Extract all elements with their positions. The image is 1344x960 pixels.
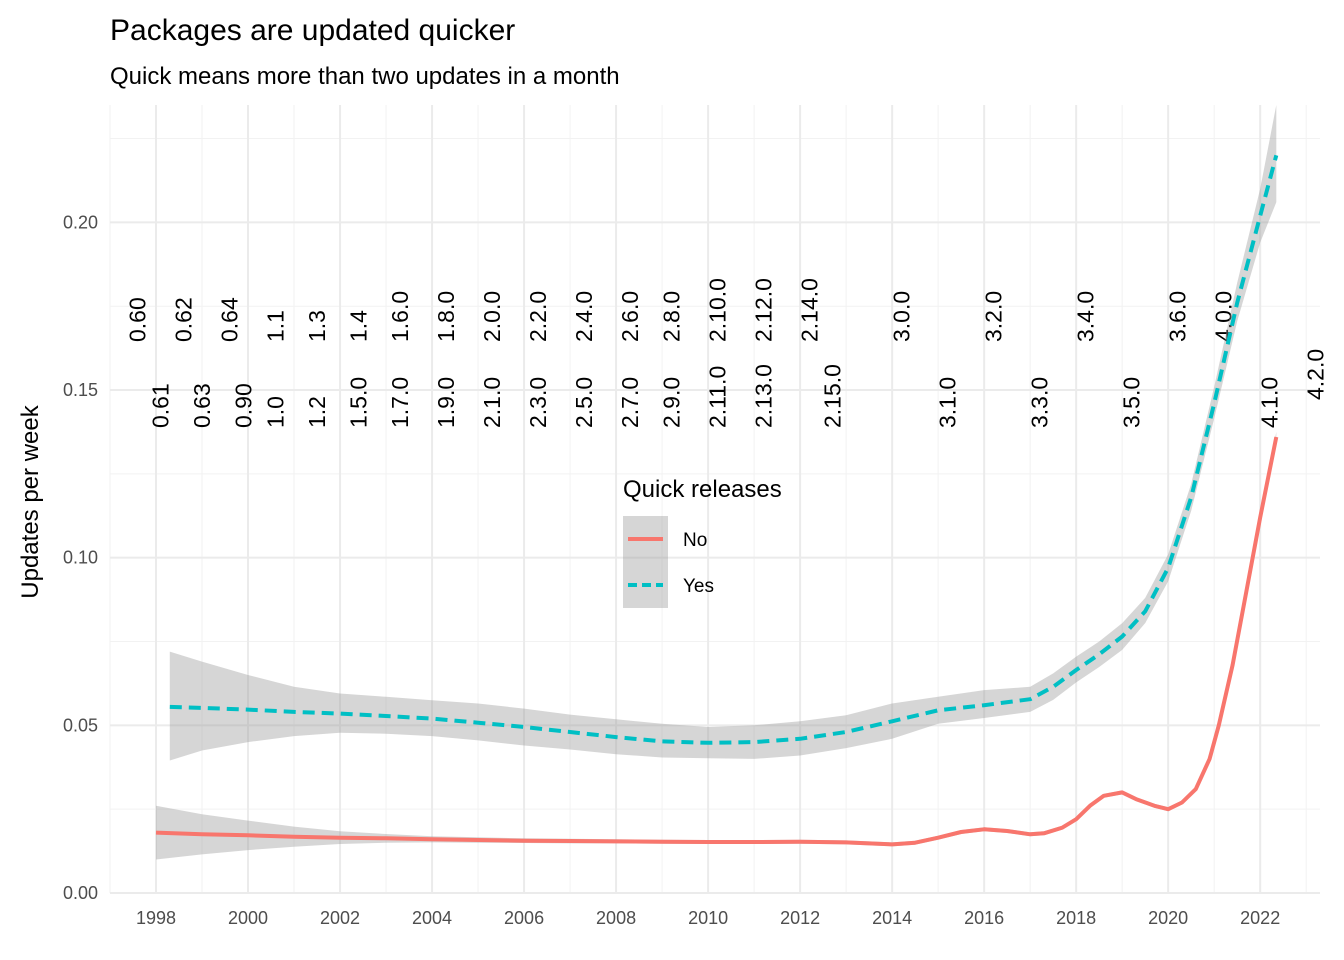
version-label: 1.7.0 (387, 377, 413, 428)
version-label: 2.6.0 (617, 291, 643, 342)
y-tick-label: 0.20 (63, 212, 98, 232)
series-lines (155, 154, 1279, 847)
x-tick-label: 2018 (1056, 908, 1096, 928)
x-tick-label: 2004 (412, 908, 452, 928)
version-label: 2.1.0 (479, 377, 505, 428)
legend-label-no: No (683, 530, 707, 551)
version-label: 4.1.0 (1256, 377, 1282, 428)
version-label: 2.9.0 (658, 377, 684, 428)
version-label: 3.0.0 (888, 291, 914, 342)
legend: Quick releases No Yes (623, 476, 782, 608)
version-label: 1.3 (304, 310, 330, 342)
y-tick-label: 0.10 (63, 548, 98, 568)
x-tick-label: 2016 (964, 908, 1004, 928)
chart-title: Packages are updated quicker (110, 14, 515, 47)
version-label: 1.9.0 (433, 377, 459, 428)
version-label: 2.13.0 (750, 364, 776, 428)
version-label: 1.2 (304, 396, 330, 428)
version-label: 1.1 (263, 310, 289, 342)
version-label: 4.2.0 (1302, 349, 1328, 400)
version-label: 0.63 (189, 383, 215, 428)
y-tick-label: 0.00 (63, 883, 98, 903)
grid (109, 105, 1320, 894)
version-label: 0.64 (217, 297, 243, 342)
version-label: 2.3.0 (525, 377, 551, 428)
version-annotations: 0.60 0.61 0.62 0.63 0.64 0.90 1.0 1.1 1.2 1.3 1.4 1… (125, 278, 1329, 428)
version-label: 2.4.0 (571, 291, 597, 342)
x-tick-label: 1998 (136, 908, 176, 928)
legend-title: Quick releases (623, 476, 782, 503)
version-label: 2.14.0 (796, 278, 822, 342)
version-label: 2.0.0 (479, 291, 505, 342)
confidence-ribbons (156, 105, 1277, 860)
version-label: 3.4.0 (1072, 291, 1098, 342)
version-label: 3.1.0 (934, 377, 960, 428)
x-tick-label: 2000 (228, 908, 268, 928)
version-label: 0.61 (148, 383, 174, 428)
x-tick-label: 2022 (1240, 908, 1280, 928)
version-label: 0.90 (230, 383, 256, 428)
version-label: 2.5.0 (571, 377, 597, 428)
x-tick-label: 2002 (320, 908, 360, 928)
version-label: 0.60 (125, 297, 151, 342)
legend-label-yes: Yes (683, 576, 714, 597)
version-label: 0.62 (171, 297, 197, 342)
y-axis-label: Updates per week (17, 404, 44, 598)
ci-ribbon-yes (169, 105, 1277, 761)
series-line-no (155, 436, 1279, 847)
version-label: 1.6.0 (387, 291, 413, 342)
version-label: 1.0 (263, 396, 289, 428)
version-label: 2.15.0 (819, 364, 845, 428)
version-label: 1.8.0 (433, 291, 459, 342)
version-label: 3.3.0 (1026, 377, 1052, 428)
version-label: 2.2.0 (525, 291, 551, 342)
version-label: 1.5.0 (345, 377, 371, 428)
x-tick-label: 2014 (872, 908, 912, 928)
chart-subtitle: Quick means more than two updates in a m… (110, 63, 620, 90)
y-tick-label: 0.15 (63, 380, 98, 400)
series-line-yes (169, 154, 1279, 745)
x-tick-label: 2006 (504, 908, 544, 928)
x-tick-label: 2010 (688, 908, 728, 928)
version-label: 2.10.0 (704, 278, 730, 342)
x-tick-label: 2008 (596, 908, 636, 928)
version-label: 2.7.0 (617, 377, 643, 428)
x-tick-label: 2020 (1148, 908, 1188, 928)
version-label: 2.8.0 (658, 291, 684, 342)
x-tick-label: 2012 (780, 908, 820, 928)
version-label: 2.11.0 (704, 366, 730, 428)
y-tick-label: 0.05 (63, 715, 98, 735)
version-label: 3.5.0 (1118, 377, 1144, 428)
version-label: 3.2.0 (980, 291, 1006, 342)
version-label: 2.12.0 (750, 278, 776, 342)
axis-ticks: 1998 2000 2002 2004 2006 2008 2010 2012 2014 2016… (63, 212, 1280, 928)
version-label: 1.4 (345, 310, 371, 342)
version-label: 3.6.0 (1164, 291, 1190, 342)
